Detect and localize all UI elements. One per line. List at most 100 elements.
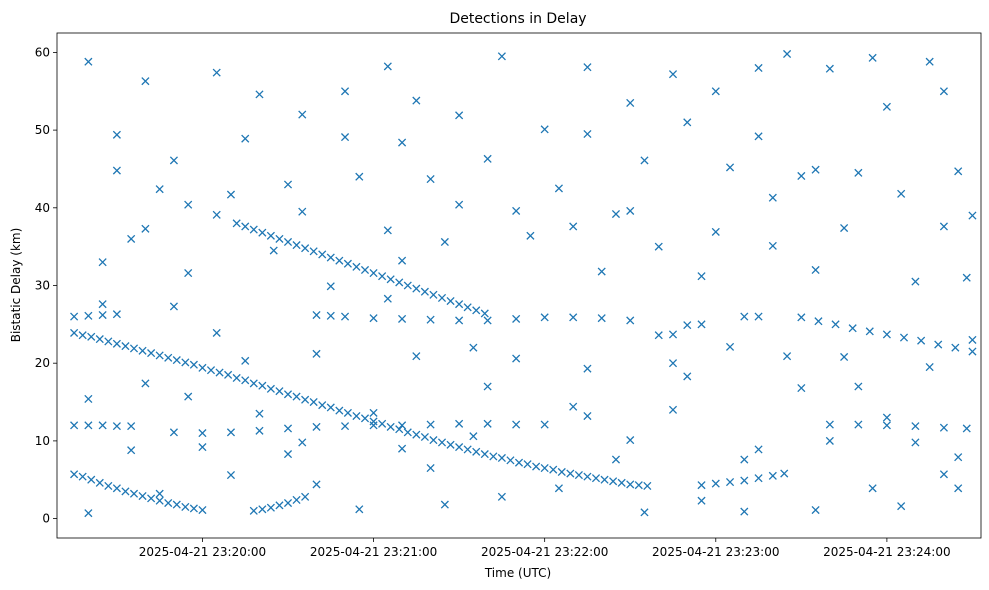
data-point bbox=[298, 207, 307, 216]
data-point bbox=[840, 352, 849, 362]
data-point bbox=[754, 63, 763, 73]
data-point bbox=[754, 132, 763, 141]
data-point bbox=[768, 193, 777, 202]
data-point bbox=[754, 445, 763, 454]
data-point bbox=[814, 317, 823, 326]
data-point bbox=[301, 492, 310, 501]
data-point bbox=[378, 419, 387, 428]
data-point bbox=[249, 225, 258, 234]
data-point bbox=[968, 211, 977, 220]
data-point bbox=[617, 478, 626, 487]
data-point bbox=[386, 275, 395, 284]
data-point bbox=[797, 171, 806, 181]
data-point bbox=[292, 392, 301, 401]
data-point bbox=[309, 247, 318, 256]
data-point bbox=[882, 413, 891, 422]
data-point bbox=[420, 287, 429, 296]
x-tick-label: 2025-04-21 23:24:00 bbox=[823, 545, 950, 559]
data-point bbox=[939, 470, 948, 479]
data-point bbox=[104, 337, 113, 346]
data-point bbox=[463, 303, 472, 312]
data-point bbox=[668, 405, 678, 414]
data-point bbox=[189, 504, 198, 513]
data-point bbox=[98, 258, 107, 267]
data-point bbox=[412, 430, 421, 439]
data-point bbox=[626, 206, 635, 215]
data-point bbox=[298, 438, 307, 447]
data-point bbox=[426, 315, 435, 324]
data-point bbox=[224, 370, 233, 379]
data-point bbox=[78, 331, 87, 340]
data-point bbox=[797, 313, 806, 322]
data-point bbox=[127, 422, 136, 431]
data-point bbox=[326, 403, 335, 412]
data-point bbox=[532, 462, 541, 471]
data-point bbox=[512, 354, 521, 363]
data-point bbox=[591, 474, 601, 483]
data-point bbox=[292, 495, 301, 504]
data-point bbox=[754, 312, 763, 321]
data-point bbox=[554, 484, 563, 493]
data-point bbox=[865, 327, 874, 336]
data-point bbox=[312, 480, 321, 489]
data-point bbox=[854, 168, 863, 177]
data-point bbox=[854, 382, 863, 391]
data-point bbox=[429, 290, 438, 299]
data-point bbox=[962, 424, 971, 433]
data-point bbox=[340, 133, 350, 142]
data-point bbox=[189, 360, 198, 369]
data-point bbox=[184, 392, 193, 401]
data-point bbox=[292, 241, 301, 250]
data-point bbox=[395, 425, 404, 434]
data-point bbox=[640, 508, 649, 517]
data-point bbox=[725, 342, 735, 351]
data-point bbox=[283, 424, 293, 433]
data-point bbox=[549, 465, 558, 474]
data-point bbox=[469, 343, 478, 352]
data-point bbox=[298, 110, 307, 119]
data-point bbox=[626, 436, 635, 445]
data-point bbox=[480, 309, 489, 318]
data-point bbox=[583, 129, 592, 139]
data-point bbox=[206, 366, 216, 375]
data-point bbox=[512, 206, 521, 215]
data-point bbox=[129, 489, 139, 498]
data-point bbox=[512, 420, 521, 429]
data-point bbox=[426, 175, 435, 184]
data-point bbox=[469, 432, 478, 441]
data-point bbox=[882, 102, 891, 111]
data-point bbox=[383, 226, 392, 235]
data-point bbox=[138, 346, 147, 355]
data-point bbox=[683, 118, 692, 127]
data-point bbox=[343, 259, 352, 268]
data-point bbox=[155, 489, 164, 498]
data-point bbox=[258, 505, 267, 514]
data-point bbox=[164, 498, 173, 508]
data-point bbox=[597, 267, 606, 276]
data-point bbox=[155, 351, 164, 360]
data-point bbox=[335, 256, 344, 265]
data-point bbox=[169, 156, 178, 165]
data-point bbox=[455, 419, 464, 428]
data-point bbox=[740, 312, 749, 321]
data-point bbox=[141, 77, 150, 86]
data-point bbox=[939, 423, 948, 432]
data-point bbox=[212, 68, 221, 77]
data-point bbox=[198, 443, 207, 452]
data-point bbox=[326, 282, 335, 291]
data-point bbox=[437, 438, 447, 447]
data-point bbox=[962, 273, 971, 282]
data-point bbox=[455, 200, 464, 209]
data-point bbox=[198, 429, 207, 438]
x-axis-label: Time (UTC) bbox=[484, 566, 551, 580]
data-point bbox=[78, 472, 87, 481]
data-point bbox=[249, 506, 258, 515]
data-point bbox=[398, 444, 407, 453]
data-point bbox=[780, 469, 789, 478]
data-point bbox=[340, 87, 350, 96]
data-point bbox=[398, 314, 407, 323]
data-point bbox=[566, 469, 575, 478]
data-point bbox=[768, 471, 777, 480]
data-point bbox=[911, 438, 920, 447]
